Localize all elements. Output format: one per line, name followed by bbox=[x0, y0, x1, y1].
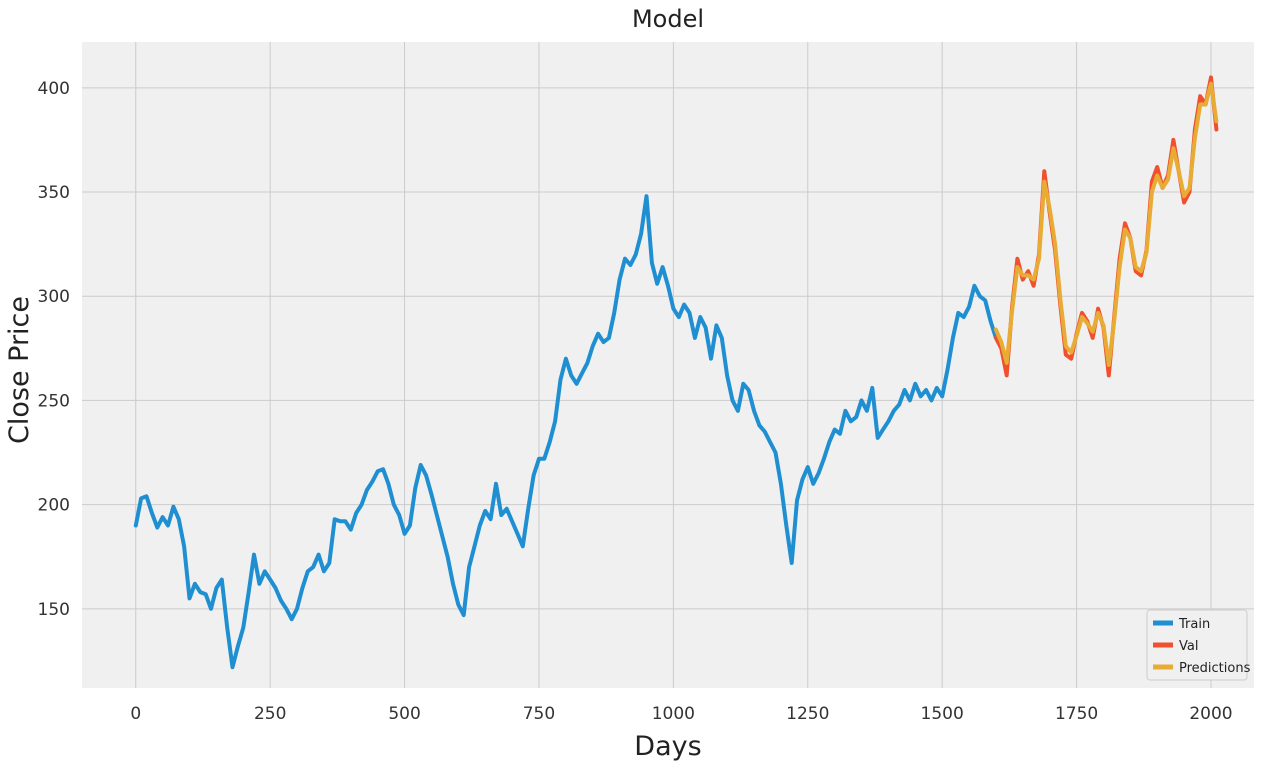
x-tick-label: 0 bbox=[130, 704, 141, 724]
legend-label-val: Val bbox=[1179, 639, 1198, 654]
legend: Train Val Predictions bbox=[1146, 609, 1251, 681]
x-tick-label: 2000 bbox=[1189, 704, 1232, 724]
legend-label-predictions: Predictions bbox=[1179, 661, 1251, 676]
x-tick-labels: 0 250 500 750 1000 1250 1500 1750 2000 bbox=[130, 704, 1232, 724]
x-tick-label: 500 bbox=[388, 704, 420, 724]
chart-title: Model bbox=[632, 5, 704, 33]
x-tick-label: 1000 bbox=[652, 704, 695, 724]
y-tick-label: 400 bbox=[38, 79, 70, 99]
y-tick-label: 300 bbox=[38, 287, 70, 307]
series-line-train bbox=[133, 194, 998, 670]
y-tick-labels: 150 200 250 300 350 400 bbox=[38, 79, 70, 620]
series-line-predictions bbox=[993, 81, 1219, 367]
legend-label-train: Train bbox=[1178, 617, 1210, 632]
x-tick-label: 250 bbox=[254, 704, 286, 724]
y-axis-label: Close Price bbox=[4, 296, 35, 444]
x-tick-label: 1250 bbox=[786, 704, 829, 724]
y-tick-label: 200 bbox=[38, 496, 70, 516]
x-tick-label: 1500 bbox=[921, 704, 964, 724]
x-axis-label: Days bbox=[634, 731, 701, 762]
series-lines bbox=[133, 75, 1219, 670]
x-tick-label: 1750 bbox=[1055, 704, 1098, 724]
legend-box bbox=[1146, 609, 1248, 681]
x-tick-label: 750 bbox=[523, 704, 555, 724]
y-tick-label: 250 bbox=[38, 391, 70, 411]
y-tick-label: 350 bbox=[38, 183, 70, 203]
plot-area bbox=[82, 42, 1254, 688]
y-tick-label: 150 bbox=[38, 600, 70, 620]
